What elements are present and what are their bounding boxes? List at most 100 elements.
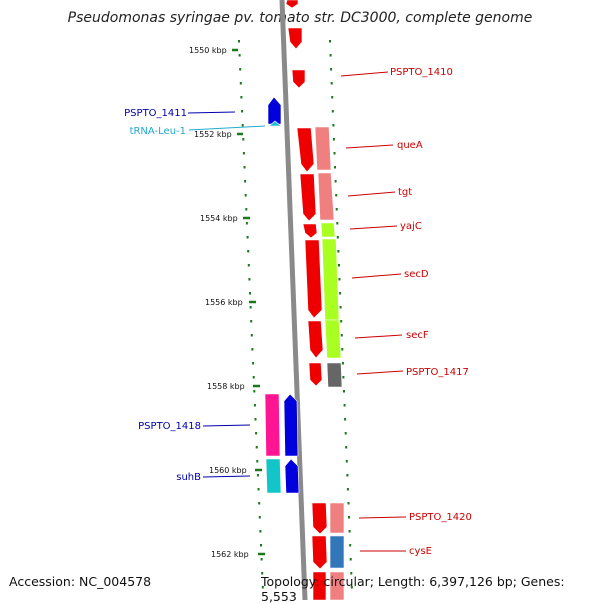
- gene-label-pspto1420[interactable]: PSPTO_1420: [409, 512, 472, 523]
- kbp-label-1560: 1560 kbp: [209, 466, 247, 475]
- right-track-dot: [331, 110, 334, 113]
- gene-arrow-pspto1410[interactable]: [291, 69, 306, 89]
- left-track-dot: [255, 432, 258, 435]
- left-track-dot: [248, 278, 251, 281]
- gene-label-trna-leu-1[interactable]: tRNA-Leu-1: [130, 126, 186, 137]
- kbp-label-1554: 1554 kbp: [200, 214, 238, 223]
- leader-pspto1410: [340, 71, 389, 77]
- right-track-dot: [348, 516, 350, 519]
- left-track-dot: [260, 558, 263, 561]
- gene-arrow-secf[interactable]: [307, 320, 324, 359]
- gene-arrow-tgt[interactable]: [299, 173, 317, 222]
- gene-label-cyse[interactable]: cysE: [409, 546, 432, 557]
- right-track-dot: [337, 250, 340, 253]
- gene-arrow-suhb[interactable]: [284, 458, 300, 494]
- gene-box-pspto1420[interactable]: [329, 502, 345, 534]
- right-track-dot: [346, 488, 349, 491]
- gene-arrow-yajc[interactable]: [302, 223, 318, 239]
- gene-label-pspto1417[interactable]: PSPTO_1417: [406, 367, 469, 378]
- gene-label-secf[interactable]: secF: [406, 330, 429, 341]
- trna-leu-1-mark[interactable]: [268, 120, 282, 127]
- left-track-dot: [240, 96, 243, 99]
- gene-box-quea[interactable]: [314, 126, 332, 171]
- left-track-dot: [238, 40, 240, 43]
- gene-arrow-cyse[interactable]: [311, 535, 328, 570]
- left-track-dot: [252, 362, 255, 365]
- right-track-dot: [344, 418, 347, 421]
- left-track-dot: [258, 516, 261, 519]
- leader-pspto1411: [187, 111, 236, 114]
- gene-label-quea[interactable]: queA: [397, 140, 423, 151]
- right-track-dot: [336, 236, 339, 239]
- left-track-dot: [245, 222, 248, 225]
- left-track-dot: [256, 460, 259, 463]
- accession-text: Accession: NC_004578: [9, 574, 152, 589]
- right-track-dot: [339, 306, 342, 309]
- gene-features: [264, 0, 345, 600]
- right-track-dots: [329, 40, 353, 589]
- kbp-label-1556: 1556 kbp: [205, 298, 243, 307]
- left-track-dot: [252, 376, 255, 379]
- right-track-dot: [349, 544, 352, 547]
- gene-arrow-top-2[interactable]: [287, 27, 303, 50]
- gene-box-cyse[interactable]: [329, 535, 345, 569]
- gene-label-pspto1418[interactable]: PSPTO_1418: [138, 421, 201, 432]
- gene-arrow-pspto1420[interactable]: [311, 502, 328, 535]
- right-track-dot: [348, 530, 351, 533]
- right-track-dot: [336, 222, 339, 225]
- gene-box-bottom-partial[interactable]: [329, 571, 345, 600]
- left-track-dot: [249, 292, 251, 295]
- gene-box-suhb[interactable]: [265, 458, 282, 494]
- right-track-dot: [350, 586, 353, 589]
- left-track-dot: [251, 348, 254, 351]
- gene-box-secd[interactable]: [321, 238, 340, 321]
- right-track-dot: [344, 432, 347, 435]
- gene-arrow-pspto1418[interactable]: [283, 393, 299, 457]
- gene-box-pspto1418[interactable]: [264, 393, 281, 457]
- gene-arrow-secd[interactable]: [304, 239, 323, 319]
- gene-labels-right: PSPTO_1410 queA tgt yajC secD secF PSPTO…: [390, 67, 472, 557]
- right-track-dot: [332, 124, 335, 127]
- left-track-dot: [247, 250, 250, 253]
- gene-label-suhb[interactable]: suhB: [176, 472, 201, 483]
- gene-arrow-quea[interactable]: [296, 127, 315, 173]
- right-track-dot: [347, 502, 350, 505]
- gene-box-yajc[interactable]: [320, 222, 336, 238]
- kbp-label-1558: 1558 kbp: [207, 382, 245, 391]
- gene-arrow-top-partial[interactable]: [285, 0, 299, 9]
- right-track-dot: [329, 54, 332, 57]
- right-track-dot: [338, 264, 340, 267]
- left-track-dot: [256, 474, 259, 477]
- right-track-dot: [345, 446, 348, 449]
- gene-label-secd[interactable]: secD: [404, 269, 429, 280]
- leader-trna-leu-1: [188, 125, 266, 131]
- right-track-dot: [346, 474, 349, 477]
- left-track-dot: [250, 320, 253, 323]
- gene-box-tgt[interactable]: [317, 172, 335, 221]
- right-track-dot: [335, 208, 338, 211]
- gene-arrow-pspto1417[interactable]: [308, 362, 323, 387]
- left-track-dot: [260, 544, 262, 547]
- gene-arrow-bottom-partial[interactable]: [312, 571, 327, 600]
- gene-box-pspto1417[interactable]: [326, 362, 343, 388]
- gene-label-pspto1411[interactable]: PSPTO_1411: [124, 108, 187, 119]
- gene-label-yajc[interactable]: yajC: [400, 221, 422, 232]
- leader-yajc: [349, 225, 398, 230]
- gene-label-pspto1410[interactable]: PSPTO_1410: [390, 67, 453, 78]
- right-track-dot: [329, 40, 331, 43]
- leader-pspto1417: [356, 370, 404, 375]
- leader-secf: [354, 334, 403, 339]
- gene-label-tgt[interactable]: tgt: [398, 187, 412, 198]
- right-track-dot: [340, 320, 343, 323]
- left-track-dot: [239, 82, 242, 85]
- genome-backbone: [279, 0, 308, 600]
- gene-arrow-pspto1411[interactable]: [267, 96, 282, 125]
- gene-box-secf[interactable]: [324, 319, 342, 359]
- left-track-dot: [243, 166, 246, 169]
- leader-tgt: [347, 191, 396, 197]
- leader-secd: [351, 273, 402, 279]
- right-track-dot: [335, 194, 338, 197]
- left-track-dot: [249, 306, 252, 309]
- left-track-dot: [241, 124, 244, 127]
